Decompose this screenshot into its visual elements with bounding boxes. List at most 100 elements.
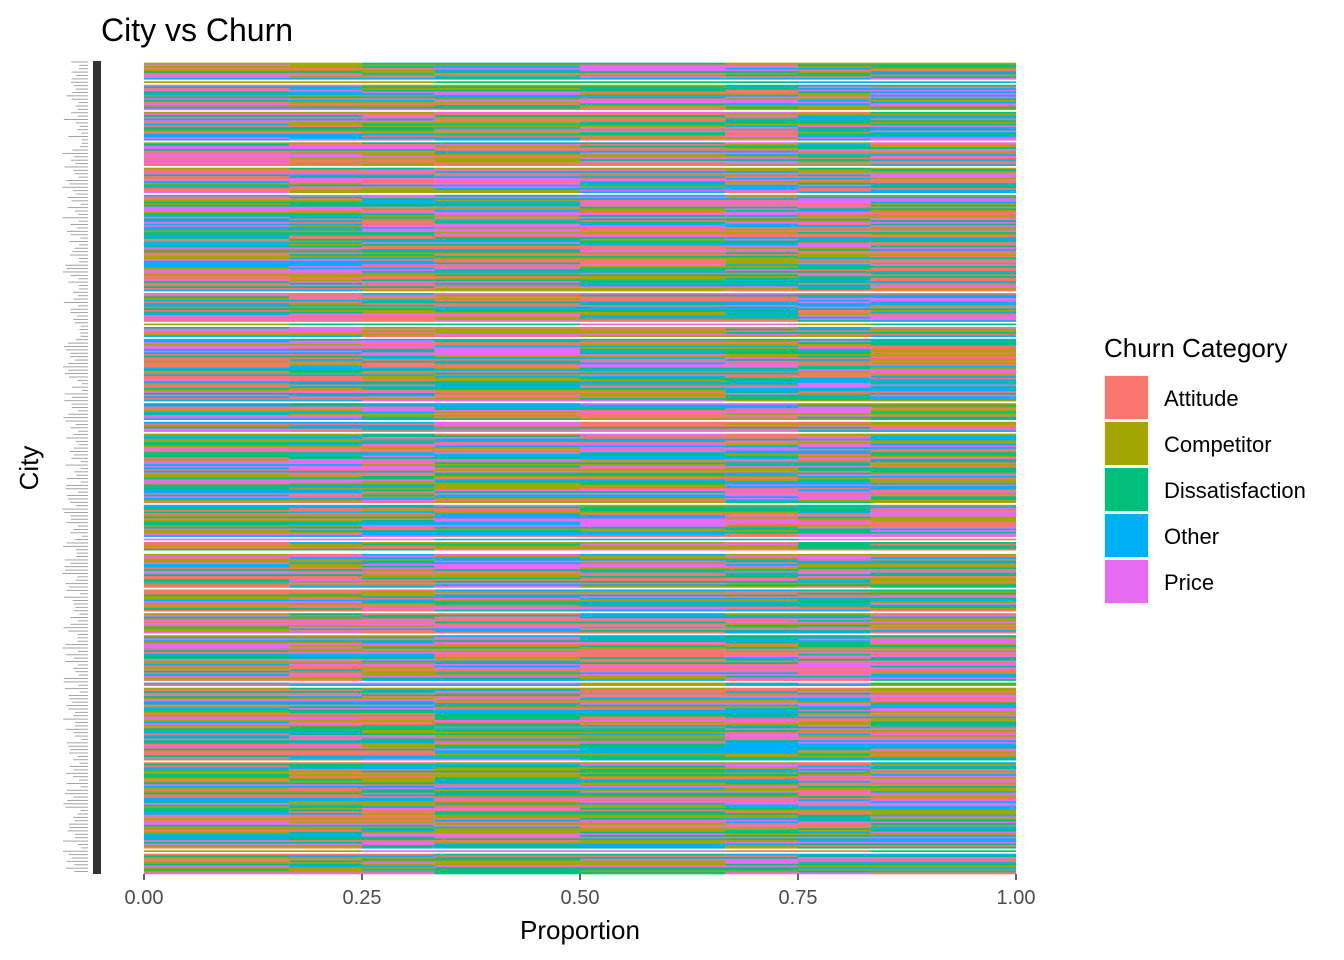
bar-segment [434,294,580,297]
bar-segment [434,755,726,758]
bar-segment [870,777,1016,780]
bar-segment [144,318,362,321]
bar-segment [725,570,798,573]
bar-segment [362,135,726,138]
bar-segment [798,592,1016,595]
bar-segment [289,779,362,782]
bar-segment [798,775,1016,778]
bar-row [144,538,1016,541]
bar-segment [580,577,798,580]
bar-row [144,845,1016,848]
bar-row [144,528,1016,531]
bar-row [144,782,1016,785]
bar-segment [289,167,435,170]
bar-row [144,140,1016,142]
city-tick-label [66,522,88,524]
bar-segment [798,257,871,260]
bar-segment [144,494,290,497]
bar-segment [580,301,798,304]
bar-row [144,167,1016,170]
bar-segment [434,713,798,716]
bar-row [144,794,1016,797]
bar-segment [870,440,1016,443]
bar-row [144,779,1016,782]
bar-segment [580,774,798,777]
bar-segment [580,152,798,155]
bar-segment [725,655,1016,658]
bar-segment [798,382,871,385]
bar-segment [362,499,435,502]
bar-segment [362,491,435,494]
bar-segment [144,181,290,184]
bar-row [144,872,1016,875]
bar-segment [144,657,435,660]
bar-segment [362,579,726,582]
bar-row [144,723,1016,726]
bar-segment [870,245,1016,248]
bar-segment [289,787,362,790]
bar-segment [434,108,726,111]
bar-segment [144,569,362,572]
bar-segment [798,862,1016,865]
bar-segment [144,91,290,94]
bar-segment [362,338,726,341]
bar-segment [725,743,1016,746]
bar-row [144,320,1016,323]
bar-segment [289,660,362,663]
bar-segment [362,601,580,604]
bar-segment [434,433,580,436]
bar-segment [434,748,580,751]
bar-segment [144,125,362,128]
bar-segment [725,863,1016,866]
bar-row [144,166,1016,168]
bar-segment [434,77,580,80]
bar-row [144,450,1016,453]
city-tick-label [74,322,88,324]
bar-segment [870,426,1016,429]
bar-row [144,162,1016,165]
bar-segment [434,333,798,336]
bar-row [144,445,1016,448]
city-tick-label [63,119,88,120]
bar-row [144,386,1016,389]
bar-segment [289,181,580,184]
bar-segment [580,437,798,440]
bar-segment [434,796,798,799]
bar-row [144,814,1016,817]
bar-row [144,442,1016,445]
bar-segment [289,579,362,582]
bar-segment [362,679,726,682]
bar-segment [289,296,435,299]
bar-segment [870,394,1016,397]
bar-segment [870,181,1016,184]
bar-segment [144,518,435,521]
bar-segment [798,780,871,783]
city-tick-label [76,339,88,341]
bar-segment [870,630,1016,633]
bar-segment [434,545,798,548]
bar-segment [580,303,726,306]
city-tick-label [66,789,88,791]
bar-segment [289,413,435,416]
bar-segment [434,657,580,660]
city-tick-label [71,78,88,80]
bar-row [144,691,1016,694]
bar-segment [289,221,435,224]
bar-segment [870,255,1016,258]
bar-segment [798,601,871,604]
bar-segment [434,779,798,782]
bar-segment [798,445,1016,448]
bar-segment [144,768,290,771]
bar-segment [434,862,726,865]
bar-row [144,796,1016,799]
bar-segment [798,232,1016,235]
bar-segment [580,423,726,426]
bar-segment [580,186,726,189]
bar-row [144,267,1016,270]
bar-segment [144,232,435,235]
bar-segment [434,260,726,263]
bar-segment [362,330,726,333]
bar-segment [725,354,1016,357]
bar-segment [870,169,1016,172]
city-tick-label [76,556,88,557]
